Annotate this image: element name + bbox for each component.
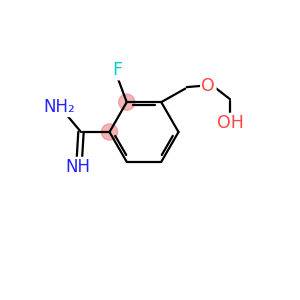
Text: F: F — [113, 61, 123, 79]
Text: O: O — [202, 76, 215, 94]
Text: NH₂: NH₂ — [44, 98, 75, 116]
Text: NH: NH — [65, 158, 91, 176]
Circle shape — [118, 94, 135, 110]
Circle shape — [101, 124, 118, 140]
Text: OH: OH — [217, 114, 243, 132]
